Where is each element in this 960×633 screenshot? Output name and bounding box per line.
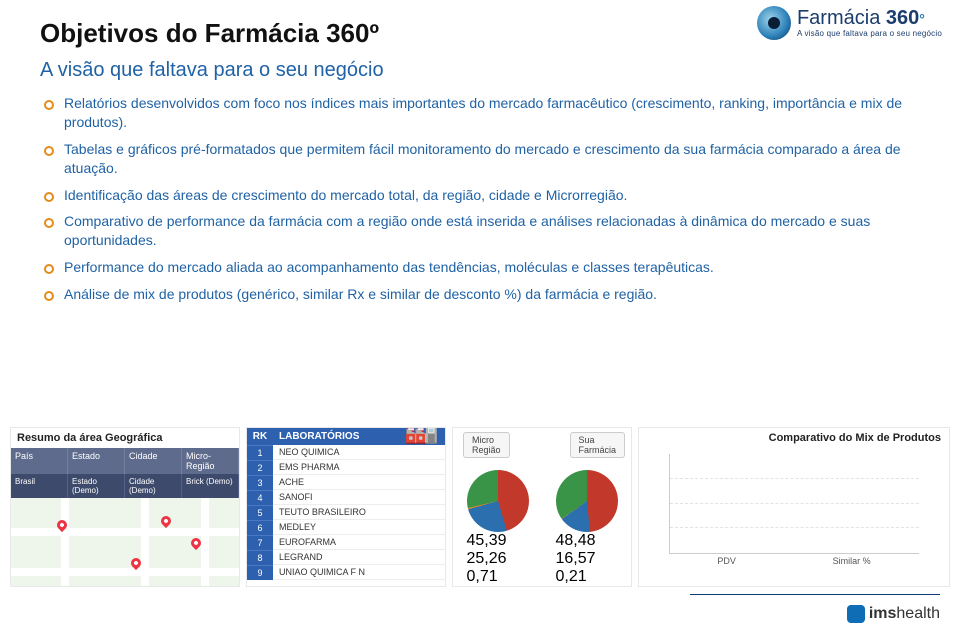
pie-slice-label: 45,39 <box>467 532 529 550</box>
labs-name: NEO QUIMICA <box>273 445 445 460</box>
bar-chart <box>669 454 919 554</box>
pie-tabs: Micro Região Sua Farmácia <box>453 428 631 462</box>
geo-panel: Resumo da área Geográfica País Estado Ci… <box>10 427 240 587</box>
panels-row: Resumo da área Geográfica País Estado Ci… <box>0 427 960 587</box>
logo-eye-icon <box>757 6 791 40</box>
labs-row: 6MEDLEY <box>247 520 445 535</box>
geo-value: Cidade (Demo) <box>125 474 182 498</box>
logo-tagline: A visão que faltava para o seu negócio <box>797 30 942 38</box>
logo-brand-text: Farmácia <box>797 7 880 29</box>
pie-chart <box>556 470 618 532</box>
factory-icon: 🏭 <box>404 427 439 445</box>
labs-rank: 3 <box>247 475 273 490</box>
pie-slice-label: 16,57 <box>556 550 618 568</box>
logo-brand: Farmácia 360° <box>797 8 942 28</box>
labs-rows: 1NEO QUIMICA2EMS PHARMA3ACHE4SANOFI5TEUT… <box>247 445 445 580</box>
labs-panel: 🏭 RK LABORATÓRIOS 1NEO QUIMICA2EMS PHARM… <box>246 427 446 587</box>
labs-rank: 2 <box>247 460 273 475</box>
labs-row: 9UNIAO QUIMICA F N <box>247 565 445 580</box>
pies-row: 45,3925,260,7128,70 48,4816,570,2134,64 <box>453 470 631 587</box>
pie-slice-label: 25,26 <box>467 550 529 568</box>
pie-slice-label: 28,70 <box>467 586 529 587</box>
labs-rank: 6 <box>247 520 273 535</box>
page-subtitle: A visão que faltava para o seu negócio <box>40 59 920 82</box>
pie-slice-label: 0,71 <box>467 568 529 586</box>
bullet-item: Análise de mix de produtos (genérico, si… <box>58 285 920 304</box>
footer-rule <box>690 594 940 595</box>
footer: imshealth <box>847 605 940 623</box>
geo-header: Estado <box>68 448 125 474</box>
labs-name: MEDLEY <box>273 520 445 535</box>
bullet-item: Identificação das áreas de crescimento d… <box>58 186 920 205</box>
geo-value: Brick (Demo) <box>182 474 239 498</box>
labs-row: 3ACHE <box>247 475 445 490</box>
pie-slice-label: 48,48 <box>556 532 618 550</box>
bar-category: PDV <box>717 556 736 566</box>
tab-micro-region[interactable]: Micro Região <box>463 432 510 458</box>
logo-brand-accent: 360° <box>886 7 925 29</box>
labs-row: 2EMS PHARMA <box>247 460 445 475</box>
pie-slice-label: 34,64 <box>556 586 618 587</box>
labs-rank: 7 <box>247 535 273 550</box>
labs-row: 1NEO QUIMICA <box>247 445 445 460</box>
labs-name: EUROFARMA <box>273 535 445 550</box>
pie-panel: Micro Região Sua Farmácia 45,3925,260,71… <box>452 427 632 587</box>
bullet-list: Relatórios desenvolvidos com foco nos ín… <box>40 94 920 304</box>
labs-rank: 4 <box>247 490 273 505</box>
labs-row: 4SANOFI <box>247 490 445 505</box>
geo-header-row: País Estado Cidade Micro-Região <box>11 448 239 474</box>
footer-dot-icon <box>847 605 865 623</box>
bullet-item: Performance do mercado aliada ao acompan… <box>58 258 920 277</box>
map-thumbnail <box>11 498 239 587</box>
pie-chart <box>467 470 529 532</box>
bar-panel-title: Comparativo do Mix de Produtos <box>639 428 949 448</box>
geo-value: Estado (Demo) <box>68 474 125 498</box>
labs-rank: 8 <box>247 550 273 565</box>
bullet-item: Comparativo de performance da farmácia c… <box>58 212 920 250</box>
geo-header: País <box>11 448 68 474</box>
labs-name: UNIAO QUIMICA F N <box>273 565 445 580</box>
geo-header: Cidade <box>125 448 182 474</box>
bar-x-axis: PDV Similar % <box>669 556 919 566</box>
bar-category: Similar % <box>833 556 871 566</box>
labs-rank: 5 <box>247 505 273 520</box>
geo-value: Brasil <box>11 474 68 498</box>
geo-panel-title: Resumo da área Geográfica <box>11 428 239 448</box>
labs-name: EMS PHARMA <box>273 460 445 475</box>
map-pin-icon <box>159 514 173 528</box>
geo-value-row: Brasil Estado (Demo) Cidade (Demo) Brick… <box>11 474 239 498</box>
bullet-item: Tabelas e gráficos pré-formatados que pe… <box>58 140 920 178</box>
labs-name: ACHE <box>273 475 445 490</box>
brand-logo: Farmácia 360° A visão que faltava para o… <box>757 6 942 40</box>
tab-your-pharmacy[interactable]: Sua Farmácia <box>570 432 626 458</box>
labs-row: 8LEGRAND <box>247 550 445 565</box>
geo-header: Micro-Região <box>182 448 239 474</box>
bullet-item: Relatórios desenvolvidos com foco nos ín… <box>58 94 920 132</box>
labs-name: SANOFI <box>273 490 445 505</box>
labs-rank: 1 <box>247 445 273 460</box>
pie-slice-label: 0,21 <box>556 568 618 586</box>
footer-brand: imshealth <box>869 605 940 623</box>
bar-panel: Comparativo do Mix de Produtos PDV Simil… <box>638 427 950 587</box>
labs-row: 7EUROFARMA <box>247 535 445 550</box>
labs-rk-header: RK <box>247 428 273 445</box>
labs-row: 5TEUTO BRASILEIRO <box>247 505 445 520</box>
labs-name: TEUTO BRASILEIRO <box>273 505 445 520</box>
labs-name: LEGRAND <box>273 550 445 565</box>
labs-rank: 9 <box>247 565 273 580</box>
